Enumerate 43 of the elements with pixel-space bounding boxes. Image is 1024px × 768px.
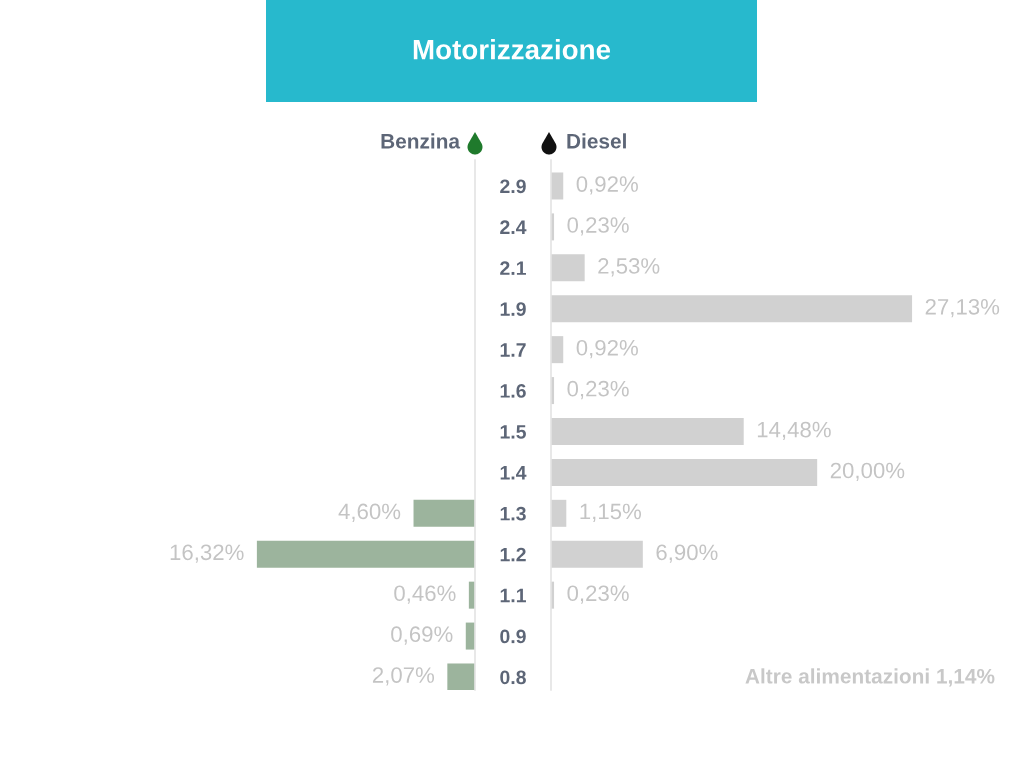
bar <box>256 540 475 568</box>
y-tick-label: 1.3 <box>500 506 526 521</box>
bar <box>551 499 567 527</box>
y-tick-label: 1.6 <box>500 384 526 398</box>
bar <box>447 663 475 690</box>
x-axis-title: Diesel <box>567 133 626 149</box>
data-label: 1,15% <box>580 503 642 522</box>
y-tick-label: 1.1 <box>500 588 526 603</box>
y-tick-label: 0.8 <box>500 670 526 685</box>
y-tick-label: 0.9 <box>500 629 526 644</box>
y-tick-label: 1.9 <box>500 302 526 316</box>
bar <box>551 417 744 445</box>
data-label: 0,69% <box>391 626 453 645</box>
data-label: 27,13% <box>925 298 1000 318</box>
data-label: 0,23% <box>567 380 629 400</box>
y-tick-label: 2.4 <box>500 220 527 234</box>
y-tick-label: 2.9 <box>500 179 526 194</box>
y-tick-label: 1.5 <box>500 425 526 439</box>
data-label: 4,60% <box>338 503 401 522</box>
data-label: 0,23% <box>567 585 629 604</box>
bar <box>551 540 643 568</box>
chart-title: Motorizzazione <box>413 39 611 60</box>
data-label: 6,90% <box>656 544 718 563</box>
y-tick-label: 1.7 <box>500 343 526 357</box>
x-axis-title: Benzina <box>381 133 461 149</box>
bar <box>551 254 585 282</box>
data-label: 2,53% <box>598 258 660 277</box>
y-tick-label: 2.1 <box>500 261 526 275</box>
bar <box>551 295 913 323</box>
bar <box>551 458 818 486</box>
bar <box>551 172 564 200</box>
bar <box>551 336 564 364</box>
data-label: 0,92% <box>576 339 638 359</box>
y-tick-label: 1.2 <box>500 547 526 562</box>
data-label: 20,00% <box>830 462 905 481</box>
data-label: 0,23% <box>567 217 629 236</box>
bar <box>413 499 475 527</box>
y-tick-label: 1.4 <box>500 466 527 480</box>
data-label: 2,07% <box>372 667 435 686</box>
data-label: 0,92% <box>576 176 638 195</box>
data-label: 0,46% <box>394 585 456 604</box>
data-label: 14,48% <box>757 421 831 441</box>
data-label: 16,32% <box>170 544 244 563</box>
